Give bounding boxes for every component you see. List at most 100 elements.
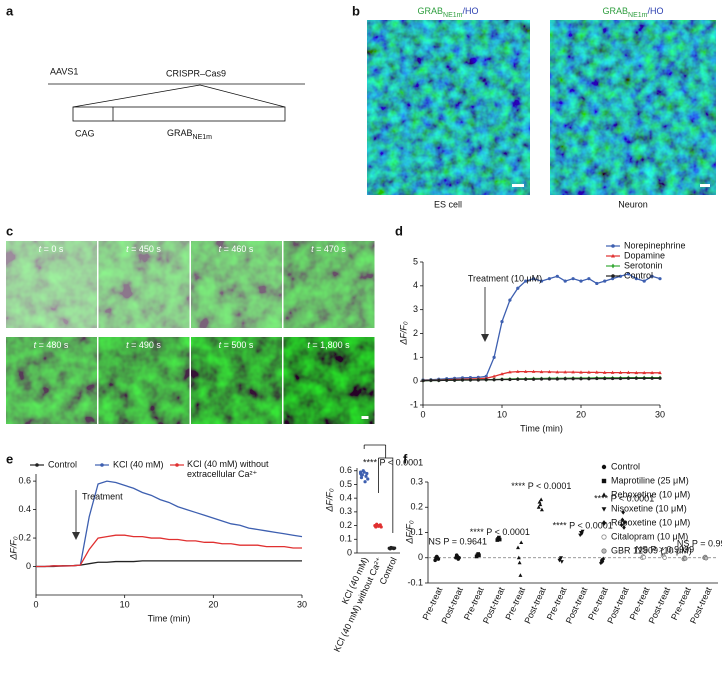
frame-time: = 500 s [221, 340, 254, 350]
marker [477, 553, 481, 558]
promoter-label: CAG [75, 128, 95, 138]
y-tick-label: 4 [413, 280, 418, 290]
marker [547, 369, 552, 374]
y-tick-label: 0.5 [339, 479, 352, 489]
significance: **** P < 0.0001 [553, 521, 613, 531]
dot [359, 475, 364, 480]
timelapse-frame [283, 337, 375, 424]
frame-label: t = 500 s [219, 340, 254, 350]
frame-image [98, 241, 190, 328]
marker [508, 377, 512, 382]
frame-image [191, 337, 282, 424]
marker [634, 376, 638, 380]
marker [500, 372, 504, 376]
marker [618, 376, 623, 381]
stain-sub: NE1m [443, 12, 463, 19]
stain-rest: /HO [462, 6, 478, 16]
marker [642, 376, 646, 380]
scale-bar [512, 184, 524, 187]
marker [539, 507, 544, 512]
legend-label: Citalopram (10 μM) [611, 531, 688, 541]
marker [626, 370, 631, 374]
marker [563, 370, 567, 374]
marker [571, 277, 575, 281]
dot [379, 525, 383, 529]
marker [601, 492, 607, 497]
marker [595, 370, 599, 374]
marker [524, 279, 528, 283]
marker [601, 534, 607, 540]
marker [611, 253, 615, 258]
legend-label: Reboxetine (10 μM) [611, 517, 690, 527]
frame-time: = 490 s [129, 340, 162, 350]
frame-time: = 0 s [41, 244, 64, 254]
significance: NS P = 0.996 [677, 538, 722, 548]
marker [508, 298, 512, 302]
marker [555, 274, 559, 278]
dot [359, 473, 364, 477]
frame-var: t [219, 340, 222, 350]
stain-main: GRAB [418, 6, 444, 16]
frame-label: t = 460 s [219, 244, 254, 254]
frame-var: t [126, 340, 129, 350]
marker [516, 377, 520, 381]
marker [662, 555, 667, 560]
marker [532, 377, 536, 381]
y-tick-label: 0.2 [410, 502, 423, 512]
marker [587, 377, 591, 381]
marker [536, 505, 541, 509]
legend-label: KCl (40 mM) without extracellular Ca²⁺ [187, 459, 269, 479]
micrograph [550, 20, 716, 195]
marker [539, 497, 544, 502]
bracket [363, 444, 394, 533]
panel-label: e [6, 451, 13, 466]
construct-box [72, 106, 286, 122]
x-axis-label: Time (min) [148, 613, 191, 623]
marker [650, 370, 654, 375]
legend-marker [35, 463, 39, 467]
marker [601, 507, 607, 512]
legend-label: Control [48, 459, 77, 469]
marker [603, 376, 607, 381]
dot [358, 470, 363, 474]
marker [476, 378, 480, 382]
legend-marker [175, 463, 179, 467]
legend-marker [100, 463, 104, 467]
marker [610, 370, 615, 374]
insert-line [72, 84, 201, 108]
marker [658, 277, 662, 281]
marker [658, 376, 662, 380]
y-tick-label: 3 [413, 304, 418, 314]
frame-label: t = 1,800 s [307, 340, 350, 350]
annotation: Treatment [82, 491, 123, 501]
legend-label: Dopamine [624, 250, 665, 260]
significance: NS P = 0.9641 [428, 537, 487, 547]
frame-label: t = 450 s [126, 244, 161, 254]
marker [579, 532, 584, 536]
y-tick-label: 0 [418, 552, 423, 562]
y-tick-label: 0 [413, 376, 418, 386]
marker [611, 263, 615, 269]
locus-label: AAVS1 [50, 66, 78, 76]
y-axis-label: ΔF/F₀ [404, 520, 414, 545]
marker [429, 378, 433, 383]
marker [532, 277, 536, 281]
x-tick-label: 0 [33, 599, 38, 609]
marker [500, 377, 504, 382]
marker [601, 556, 606, 562]
dot [393, 546, 397, 550]
legend-label: Control [624, 270, 653, 280]
panel-label: c [6, 223, 13, 238]
y-tick-label: -0.1 [407, 577, 423, 587]
frame-var: t [34, 340, 37, 350]
timelapse-frame [191, 337, 282, 424]
frame-image [191, 241, 282, 328]
dot [362, 470, 366, 474]
marker [571, 370, 575, 374]
marker [492, 378, 496, 382]
marker [516, 545, 520, 550]
x-tick-label: 30 [297, 599, 307, 609]
timelapse-frame [6, 241, 97, 328]
y-tick-label: 0.4 [18, 504, 31, 514]
marker [579, 370, 583, 374]
